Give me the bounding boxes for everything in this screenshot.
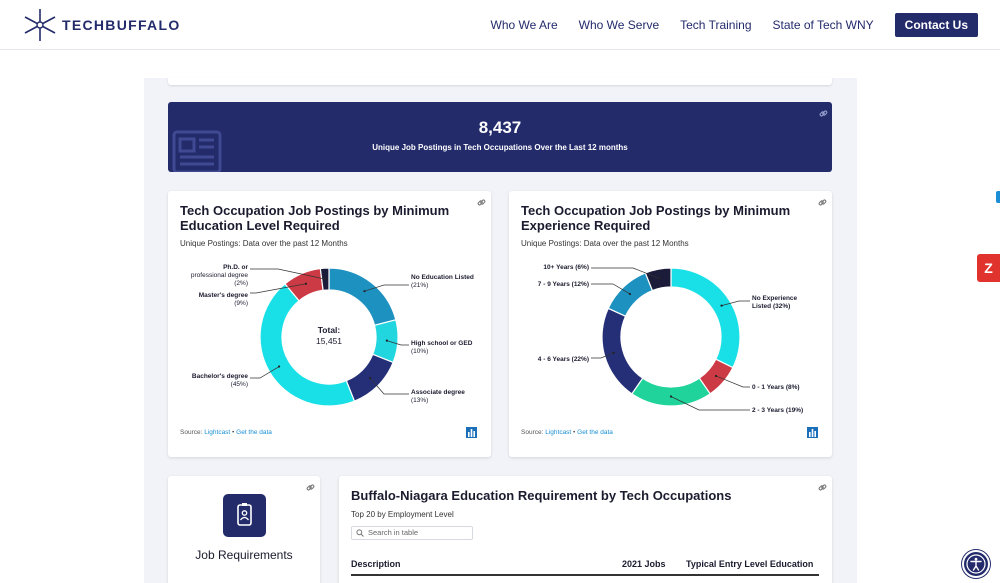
education-donut-chart: No Education Listed (21%) High school or G… <box>191 264 474 407</box>
slice-leader-line <box>250 366 280 379</box>
slice-leader-line <box>364 284 409 292</box>
column-header-education[interactable]: Typical Entry Level Education <box>686 559 814 569</box>
donut-slice[interactable] <box>631 377 711 407</box>
slice-label: 0 - 1 Years (8%) <box>752 384 800 391</box>
slice-label: 7 - 9 Years (12%) <box>538 281 589 288</box>
slice-label: Bachelor's degree (45%) <box>192 373 248 388</box>
donut-slice[interactable] <box>601 307 644 395</box>
slice-label: 10+ Years (6%) <box>543 264 589 271</box>
link-icon[interactable] <box>477 198 486 207</box>
source-prefix: Source: <box>521 429 544 436</box>
donut-slice[interactable] <box>328 267 397 327</box>
table-subtitle: Top 20 by Employment Level <box>351 510 454 519</box>
search-icon <box>356 529 364 537</box>
source-lightcast-link[interactable]: Lightcast <box>545 429 572 436</box>
slice-leader-line <box>591 267 660 279</box>
table-title: Buffalo-Niagara Education Requirement by… <box>351 488 732 503</box>
get-the-data-link[interactable]: Get the data <box>236 429 272 436</box>
slice-label: Ph.D. or professional degree (2%) <box>191 264 249 287</box>
slice-label: Master's degree (9%) <box>199 292 249 307</box>
slice-leader-line <box>721 300 750 306</box>
source-separator: • <box>571 429 578 436</box>
column-header-jobs[interactable]: 2021 Jobs <box>622 559 666 569</box>
link-icon[interactable] <box>818 483 827 492</box>
site-header: TECHBUFFALO Who We Are Who We Serve Tech… <box>0 0 1000 50</box>
newspaper-icon <box>172 130 222 172</box>
slice-leader-line <box>670 396 750 411</box>
brand-name: TECHBUFFALO <box>62 17 181 33</box>
contact-us-button[interactable]: Contact Us <box>894 13 978 37</box>
nav-who-we-are[interactable]: Who We Are <box>490 18 558 32</box>
donut-slice[interactable] <box>670 267 741 369</box>
column-header-description[interactable]: Description <box>351 559 401 569</box>
slice-leader-line <box>369 377 409 395</box>
id-badge-icon <box>223 494 266 537</box>
link-icon[interactable] <box>306 483 315 492</box>
side-widget-tab[interactable]: Z <box>977 254 1000 282</box>
nav-tech-training[interactable]: Tech Training <box>680 18 752 32</box>
slice-label: High school or GED (10%) <box>411 340 473 355</box>
job-postings-caption: Unique Job Postings in Tech Occupations … <box>372 143 628 152</box>
job-postings-banner: 8,437 Unique Job Postings in Tech Occupa… <box>168 102 832 172</box>
previous-card-edge <box>168 78 832 85</box>
experience-chart-card: Tech Occupation Job Postings by Minimum … <box>509 191 832 457</box>
experience-chart-title: Tech Occupation Job Postings by Minimum … <box>521 203 791 233</box>
get-the-data-link[interactable]: Get the data <box>577 429 613 436</box>
education-source: Source: Lightcast • Get the data <box>180 429 272 436</box>
slice-leader-line <box>591 352 614 359</box>
link-icon[interactable] <box>818 198 827 207</box>
bar-chart-icon[interactable] <box>807 427 818 438</box>
education-chart-subtitle: Unique Postings: Data over the past 12 M… <box>180 239 348 248</box>
slice-label: Associate degree (13%) <box>411 389 465 404</box>
slice-label: 4 - 6 Years (22%) <box>538 356 589 363</box>
education-chart-card: Tech Occupation Job Postings by Minimum … <box>168 191 491 457</box>
table-header-rule <box>351 574 819 576</box>
slice-leader-line <box>715 375 750 388</box>
table-search-input[interactable]: Search in table <box>351 526 473 540</box>
edge-tab[interactable] <box>996 191 1000 203</box>
donut-slice[interactable] <box>644 267 672 292</box>
job-postings-count: 8,437 <box>478 118 522 137</box>
source-separator: • <box>230 429 237 436</box>
slice-label: 2 - 3 Years (19%) <box>752 407 803 414</box>
bar-chart-icon[interactable] <box>466 427 477 438</box>
experience-chart-subtitle: Unique Postings: Data over the past 12 M… <box>521 239 689 248</box>
source-prefix: Source: <box>180 429 203 436</box>
nav-state-of-tech[interactable]: State of Tech WNY <box>772 18 874 32</box>
experience-source: Source: Lightcast • Get the data <box>521 429 613 436</box>
nav-who-we-serve[interactable]: Who We Serve <box>578 18 660 32</box>
experience-donut-chart: No Experience Listed (32%) 0 - 1 Years (8%… <box>538 264 803 414</box>
slice-leader-line <box>591 283 631 295</box>
source-lightcast-link[interactable]: Lightcast <box>204 429 231 436</box>
slice-leader-line <box>250 283 307 294</box>
donut-center-value: 15,451 <box>316 336 342 346</box>
site-logo[interactable]: TECHBUFFALO <box>22 7 181 43</box>
slice-label: No Experience Listed (32%) <box>752 295 798 310</box>
donut-slice[interactable] <box>259 282 356 407</box>
link-icon[interactable] <box>819 109 828 118</box>
education-table-card: Buffalo-Niagara Education Requirement by… <box>339 476 832 583</box>
slice-leader-line <box>386 340 409 346</box>
accessibility-button[interactable] <box>962 550 990 578</box>
buffalo-star-icon <box>24 9 56 41</box>
donut-center-label: Total: <box>318 325 341 335</box>
job-requirements-label: Job Requirements <box>195 548 293 562</box>
search-placeholder: Search in table <box>368 528 419 537</box>
accessibility-icon <box>966 554 986 574</box>
main-nav: Who We Are Who We Serve Tech Training St… <box>491 0 1000 50</box>
education-chart-title: Tech Occupation Job Postings by Minimum … <box>180 203 450 233</box>
slice-label: No Education Listed (21%) <box>411 274 474 289</box>
slice-leader-line <box>250 268 326 280</box>
job-requirements-card[interactable]: Job Requirements <box>168 476 320 583</box>
